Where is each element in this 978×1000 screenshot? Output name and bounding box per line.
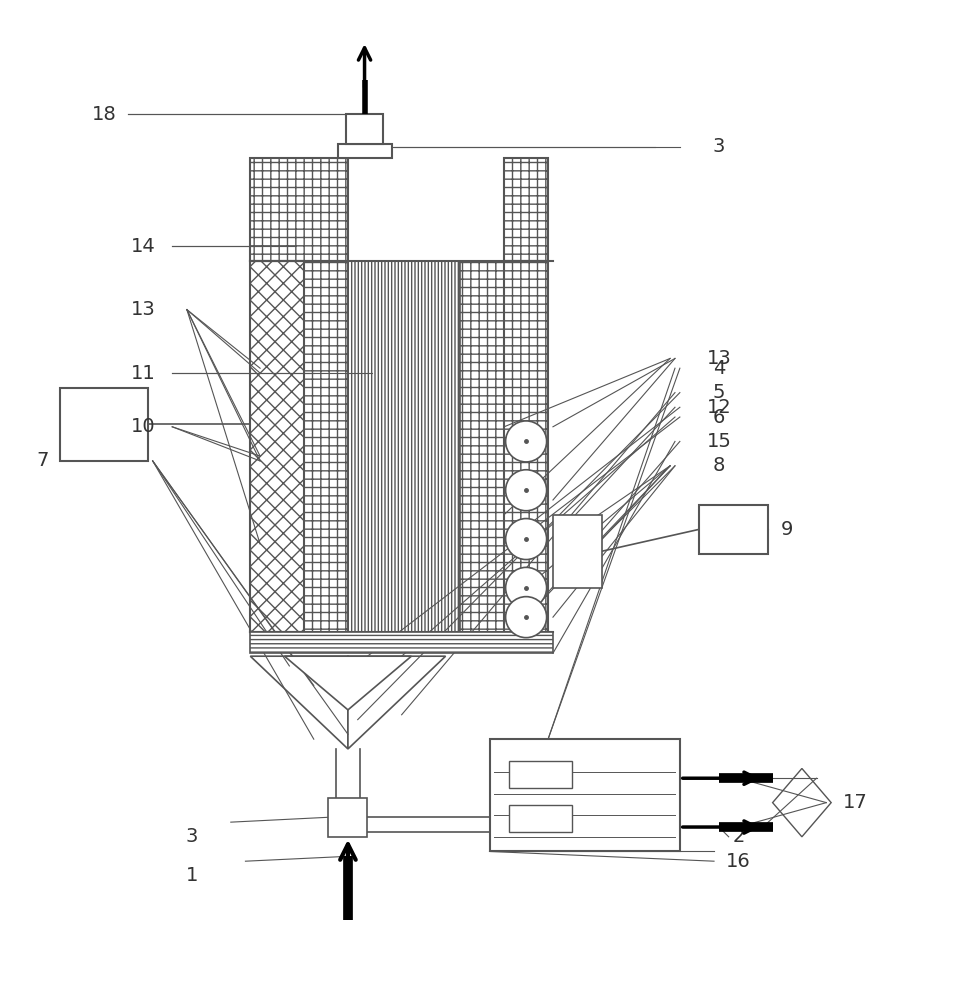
Circle shape [505,519,546,560]
Polygon shape [285,656,411,710]
Text: 18: 18 [91,105,116,124]
Text: 11: 11 [130,364,156,383]
Polygon shape [347,656,445,749]
Bar [250,158,347,261]
Bar [504,261,548,632]
Circle shape [505,421,546,462]
Bar [504,158,548,261]
Polygon shape [772,768,830,837]
Bar [304,261,347,632]
Text: 3: 3 [712,137,725,156]
Text: 8: 8 [712,456,725,475]
Bar [504,261,548,632]
Text: 5: 5 [712,383,725,402]
Polygon shape [250,656,347,749]
Text: 16: 16 [726,852,750,871]
Text: 15: 15 [706,432,731,451]
Bar [250,158,347,261]
Bar [460,261,504,632]
Text: 13: 13 [706,349,731,368]
Bar [345,114,382,144]
Text: 6: 6 [712,408,725,427]
Circle shape [505,470,546,511]
Text: 7: 7 [36,451,49,470]
Bar [328,798,367,837]
Bar [250,632,553,653]
Text: 13: 13 [130,300,156,319]
Bar [509,761,572,788]
Text: 12: 12 [706,398,731,417]
Circle shape [505,567,546,608]
Text: 1: 1 [186,866,198,885]
Text: 10: 10 [130,417,156,436]
Bar [60,388,148,461]
Circle shape [505,597,546,638]
Text: 14: 14 [130,237,156,256]
Bar [337,144,391,158]
Bar [347,261,460,632]
Bar [250,261,304,632]
Text: 2: 2 [732,827,744,846]
Bar [250,261,304,632]
Text: 9: 9 [780,520,792,539]
Text: 4: 4 [712,359,725,378]
Text: 17: 17 [842,793,867,812]
Bar [337,144,391,158]
Bar [509,805,572,832]
Bar [489,739,679,851]
Text: 3: 3 [186,827,198,846]
Bar [504,158,548,261]
Bar [698,505,767,554]
Bar [553,515,601,588]
